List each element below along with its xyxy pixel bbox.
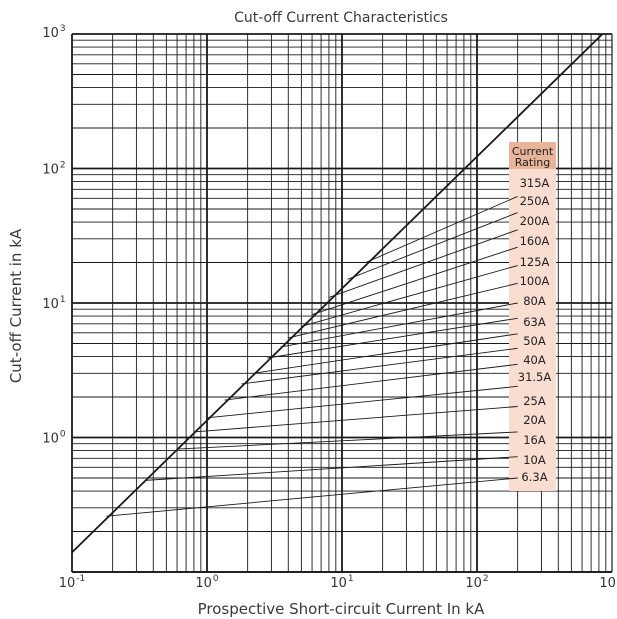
y-axis-title: Cut-off Current in kA <box>7 228 25 383</box>
y-tick-label: 103 <box>42 24 65 41</box>
rating-label-16a: 16A <box>523 433 546 447</box>
rating-curve-31-5a <box>224 363 518 401</box>
rating-curve-160a <box>311 246 518 316</box>
rating-label-100a: 100A <box>520 274 550 288</box>
rating-curve-63a <box>267 317 518 359</box>
chart-title: Cut-off Current Characteristics <box>234 10 448 26</box>
x-tick-label: 102 <box>465 574 488 591</box>
rating-label-250a: 250A <box>520 194 550 208</box>
rating-curves <box>106 196 518 517</box>
y-tick-label: 102 <box>42 161 65 178</box>
rating-curve-40a <box>241 347 518 385</box>
rating-curve-125a <box>301 265 518 327</box>
x-tick-label: 101 <box>330 574 353 591</box>
rating-label-200a: 200A <box>520 214 550 228</box>
rating-curve-100a <box>288 282 518 339</box>
rating-label-80a: 80A <box>523 294 546 308</box>
rating-curve-25a <box>206 385 518 419</box>
rating-label-10a: 10A <box>523 453 546 467</box>
x-tick-label: 100 <box>195 574 219 591</box>
rating-curve-10a <box>145 456 518 481</box>
rating-curve-200a <box>328 229 518 298</box>
x-tick-label: 10-1 <box>59 574 86 591</box>
rating-curve-80a <box>280 302 518 348</box>
legend-background <box>509 169 556 491</box>
x-tick-label: 103 <box>599 574 617 591</box>
rating-label-160a: 160A <box>520 234 550 248</box>
rating-curve-6-3a <box>106 477 518 517</box>
rating-curve-315a <box>365 196 518 263</box>
reference-line <box>71 33 604 553</box>
rating-label-125a: 125A <box>520 255 550 269</box>
tick-labels: 10-1 100 101 102 103 100 101 102 103 <box>42 24 617 591</box>
rating-label-40a: 40A <box>523 353 546 367</box>
rating-label-63a: 63A <box>523 315 546 329</box>
legend-title-line: Rating <box>515 156 550 169</box>
rating-label-315a: 315A <box>520 176 550 190</box>
reference-line-group <box>71 33 604 553</box>
x-axis-title: Prospective Short-circuit Current In kA <box>198 600 486 618</box>
legend-header-background <box>509 142 556 169</box>
rating-label-31-5a: 31.5A <box>518 370 552 384</box>
rating-label-20a: 20A <box>523 413 546 427</box>
legend-title-line: Current <box>512 145 554 158</box>
rating-curve-250a <box>347 212 518 280</box>
y-tick-label: 100 <box>42 430 66 447</box>
rating-label-50a: 50A <box>523 334 546 348</box>
rating-curve-50a <box>253 333 518 374</box>
rating-label-25a: 25A <box>523 394 546 408</box>
rating-curve-16a <box>177 431 518 450</box>
rating-curve-20a <box>193 406 518 433</box>
y-tick-label: 101 <box>42 295 65 312</box>
rating-label-6-3a: 6.3A <box>521 470 547 484</box>
grid <box>71 33 613 573</box>
